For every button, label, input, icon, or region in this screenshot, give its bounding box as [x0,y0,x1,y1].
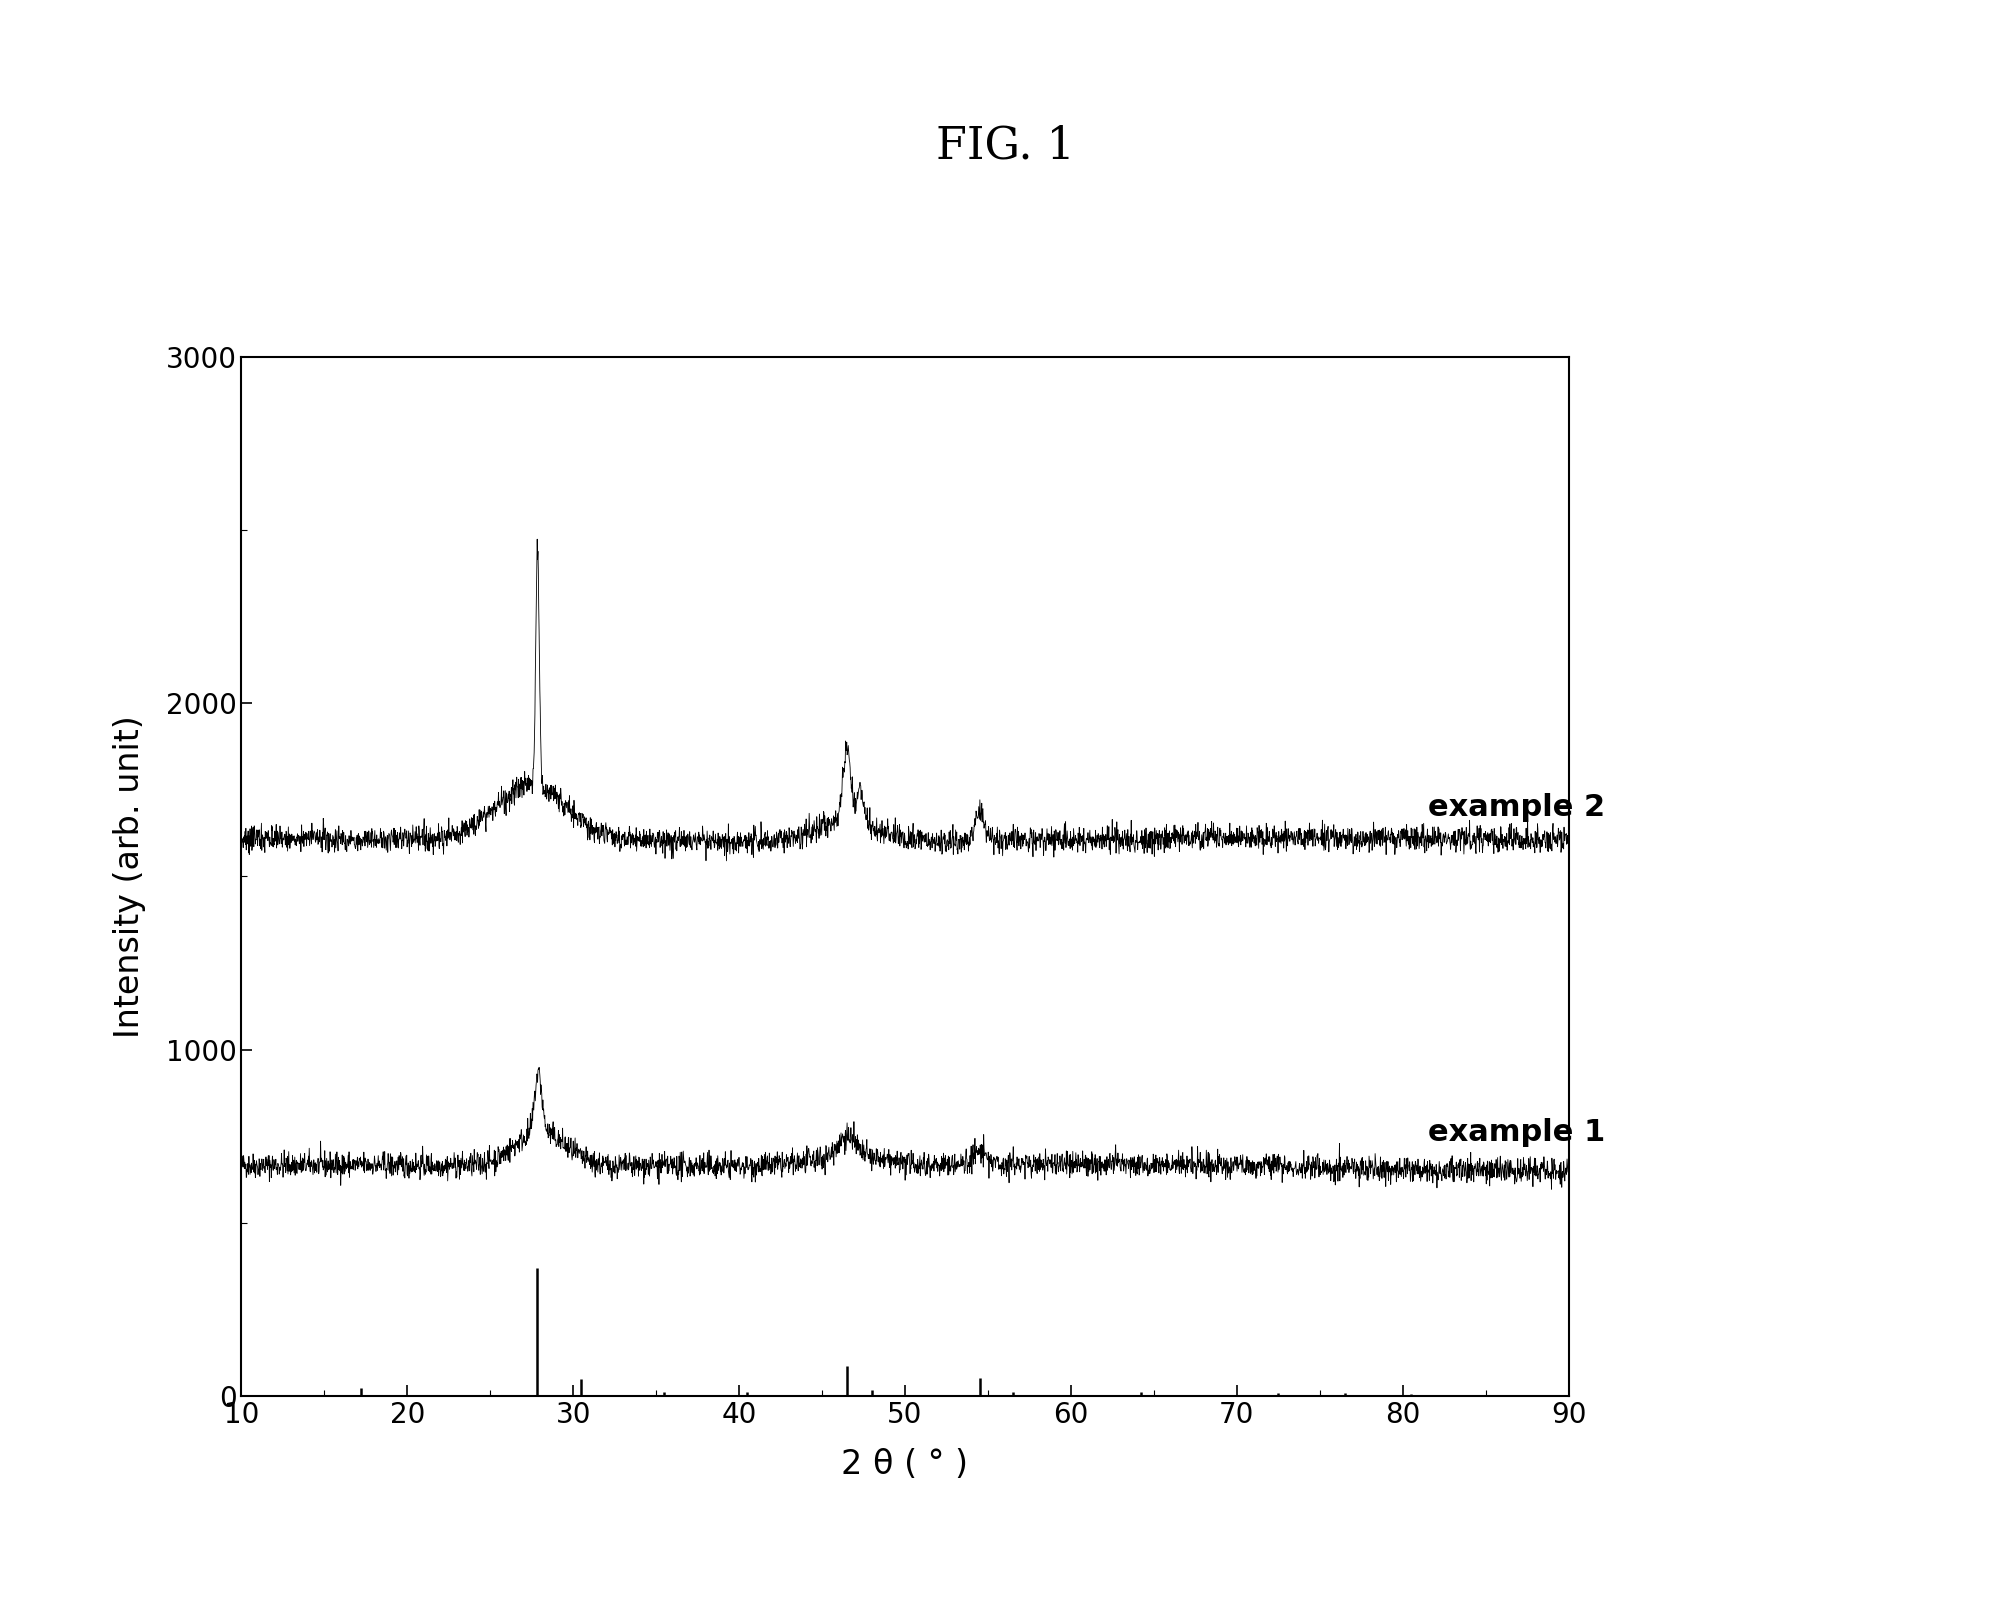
Y-axis label: Intensity (arb. unit): Intensity (arb. unit) [113,716,147,1037]
X-axis label: 2 θ ( ° ): 2 θ ( ° ) [841,1448,969,1482]
Text: example 2: example 2 [1428,792,1605,821]
Text: FIG. 1: FIG. 1 [935,125,1076,167]
Text: example 1: example 1 [1428,1118,1605,1147]
